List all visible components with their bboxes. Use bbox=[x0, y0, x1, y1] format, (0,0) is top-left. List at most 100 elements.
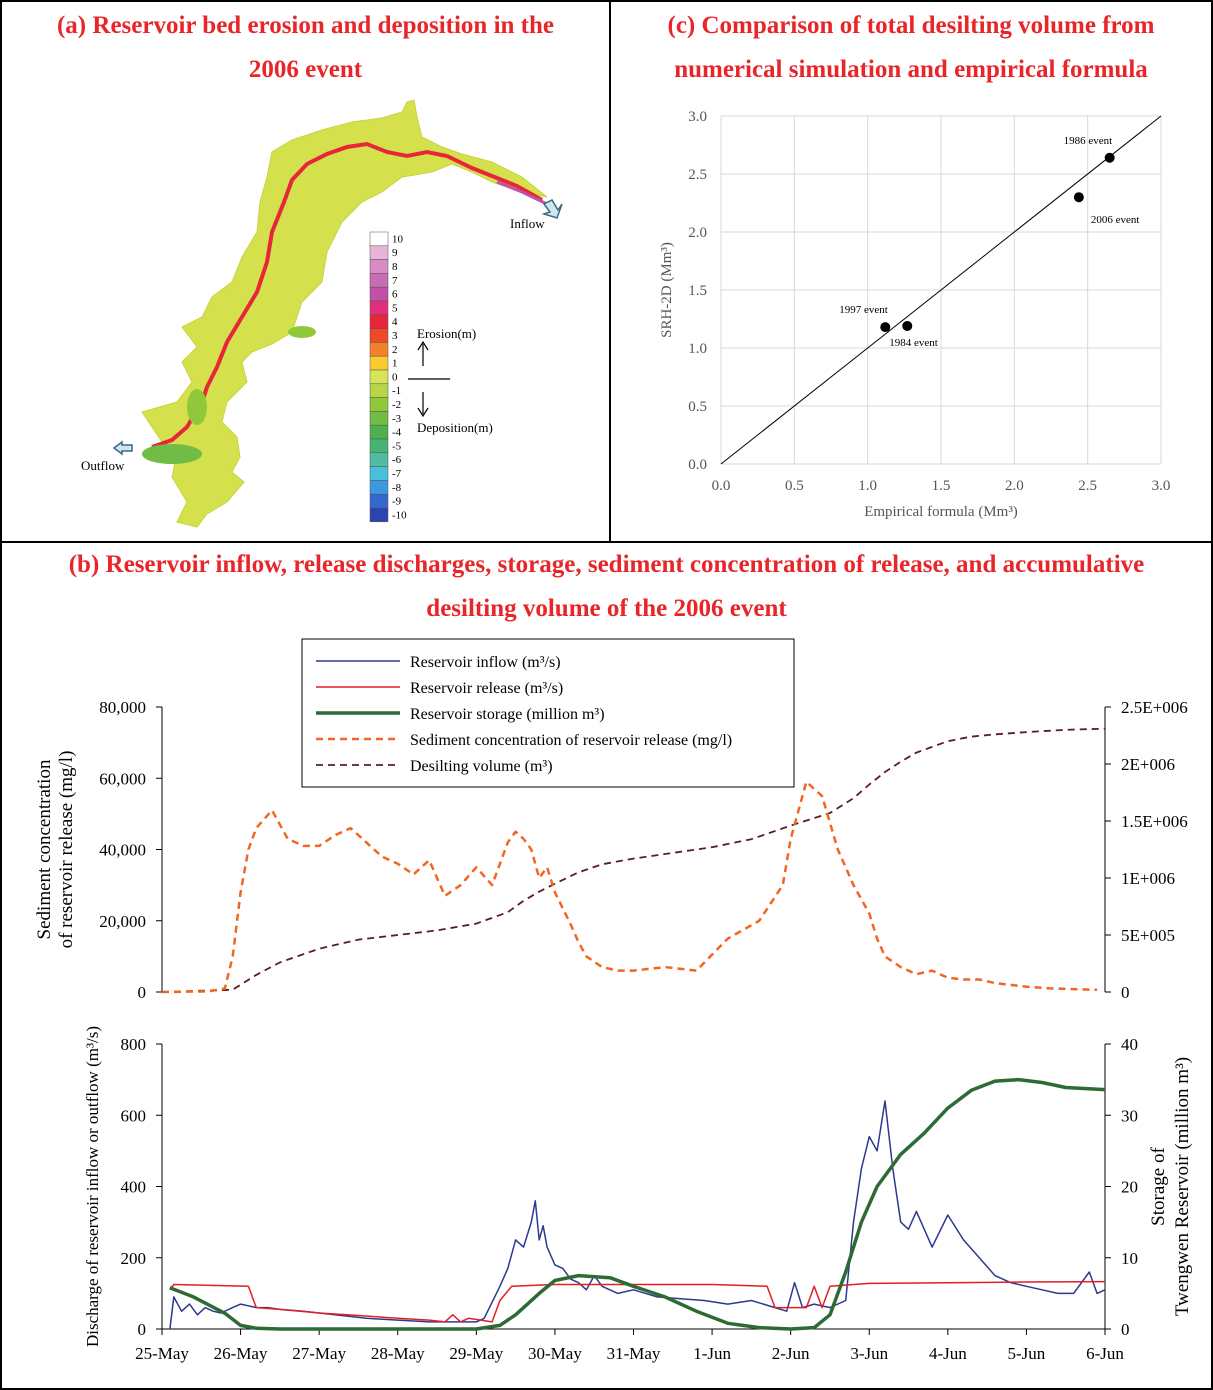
bottom-left-tick-label: 0 bbox=[138, 1320, 147, 1339]
bottom-left-tick-label: 800 bbox=[121, 1035, 147, 1054]
x-tick-label: 30-May bbox=[528, 1344, 582, 1363]
y-tick-label: 2.5 bbox=[688, 167, 707, 183]
colorbar-label: 7 bbox=[392, 275, 398, 287]
colorbar-swatch bbox=[369, 300, 389, 316]
x-tick-label: 1.5 bbox=[932, 478, 951, 494]
x-tick-label: 0.5 bbox=[785, 478, 804, 494]
x-tick-label: 6-Jun bbox=[1086, 1344, 1124, 1363]
colorbar-label: 6 bbox=[392, 289, 398, 301]
legend-label: Reservoir release (m³/s) bbox=[410, 680, 563, 697]
colorbar-swatch bbox=[369, 286, 389, 302]
bottom-right-tick-label: 30 bbox=[1121, 1106, 1138, 1125]
panel-a-title-line1: (a) Reservoir bed erosion and deposition… bbox=[56, 12, 555, 39]
point-label: 1997 event bbox=[839, 304, 888, 316]
point-label: 1986 event bbox=[1064, 135, 1113, 147]
bottom-y-axis-label: Discharge of reservoir inflow or outflow… bbox=[83, 1026, 102, 1347]
colorbar-label: 5 bbox=[392, 302, 398, 314]
erosion-label: Erosion(m) bbox=[417, 326, 476, 341]
colorbar-label: -3 bbox=[392, 413, 402, 425]
colorbar-swatch bbox=[369, 314, 389, 329]
inflow-label: Inflow bbox=[510, 216, 545, 231]
colorbar-swatch bbox=[369, 507, 389, 523]
x-tick-label: 4-Jun bbox=[929, 1344, 967, 1363]
panel-c-title-line1: (c) Comparison of total desilting volume… bbox=[667, 12, 1155, 39]
panel-a-title-line2: 2006 event bbox=[248, 56, 363, 83]
bottom-left-tick-label: 400 bbox=[121, 1178, 147, 1197]
deposition-patch bbox=[187, 389, 207, 425]
y-tick-label: 2.0 bbox=[688, 225, 707, 241]
colorbar-swatch bbox=[369, 397, 389, 412]
colorbar-swatch bbox=[369, 452, 389, 467]
top-left-tick-label: 60,000 bbox=[99, 769, 146, 788]
y-tick-label: 3.0 bbox=[688, 109, 707, 125]
bottom-left-tick-label: 600 bbox=[121, 1106, 147, 1125]
colorbar-swatch bbox=[369, 411, 389, 426]
one-to-one-line bbox=[720, 115, 1162, 465]
top-left-tick-label: 0 bbox=[138, 983, 147, 1002]
top-right-tick-label: 2E+006 bbox=[1121, 755, 1175, 774]
legend-label: Desilting volume (m³) bbox=[410, 758, 553, 775]
colorbar-label: 3 bbox=[392, 330, 398, 342]
colorbar-label: -4 bbox=[392, 427, 402, 439]
x-tick-label: 3.0 bbox=[1152, 478, 1171, 494]
erosion-channel bbox=[151, 141, 543, 449]
colorbar-swatch bbox=[369, 328, 389, 343]
colorbar-swatch bbox=[369, 438, 389, 454]
x-tick-label: 31-May bbox=[607, 1344, 661, 1363]
colorbar-label: -2 bbox=[392, 399, 401, 411]
panel-c: (c) Comparison of total desilting volume… bbox=[609, 0, 1213, 543]
top-y-axis-label-line2: of reservoir release (mg/l) bbox=[56, 751, 77, 949]
panel-b-title-line2: desilting volume of the 2006 event bbox=[426, 595, 787, 622]
colorbar-swatch bbox=[369, 259, 389, 274]
erosion-channel-fringe bbox=[496, 180, 548, 206]
legend: Reservoir inflow (m³/s) Reservoir release… bbox=[301, 638, 795, 788]
x-tick-label: 26-May bbox=[214, 1344, 268, 1363]
y-tick-label: 1.0 bbox=[688, 341, 707, 357]
inflow-arrow-icon bbox=[541, 199, 563, 219]
erosion-map: Inflow Outflow 10 9 8 7 65 4 3 2 10 -1 -2 -3 -4-5 -6 -… bbox=[81, 99, 563, 528]
deposition-label: Deposition(m) bbox=[417, 420, 493, 435]
reservoir-storage-line bbox=[169, 1077, 1106, 1331]
colorbar-label: 1 bbox=[392, 358, 398, 370]
y-tick-label: 0.5 bbox=[688, 399, 707, 415]
bottom-left-tick-label: 200 bbox=[121, 1249, 147, 1268]
x-axis-label: Empirical formula (Mm³) bbox=[864, 504, 1018, 520]
x-tick-label: 25-May bbox=[135, 1344, 189, 1363]
colorbar-label: -6 bbox=[392, 454, 402, 466]
x-tick-label: 29-May bbox=[449, 1344, 503, 1363]
x-tick-label: 2-Jun bbox=[772, 1344, 810, 1363]
top-left-tick-label: 80,000 bbox=[99, 698, 146, 717]
point-label: 1984 event bbox=[889, 337, 938, 349]
colorbar-swatch bbox=[369, 231, 389, 247]
bottom-right-tick-label: 0 bbox=[1121, 1320, 1130, 1339]
data-point bbox=[1073, 192, 1084, 203]
timeseries-chart: 0 20,000 40,000 60,000 80,000 0 5E+005 1E+006 1.… bbox=[34, 638, 1193, 1363]
colorbar-swatch bbox=[369, 342, 389, 357]
top-right-tick-label: 1.5E+006 bbox=[1121, 812, 1188, 831]
panel-c-title-line2: numerical simulation and empirical formu… bbox=[674, 56, 1148, 83]
colorbar-label: -1 bbox=[392, 385, 401, 397]
colorbar-swatch bbox=[369, 466, 389, 481]
deposition-patch bbox=[288, 326, 316, 338]
colorbar-label: 2 bbox=[392, 344, 398, 356]
sediment-concentration-line bbox=[161, 780, 1098, 994]
outflow-label: Outflow bbox=[81, 458, 125, 473]
colorbar-label: 10 bbox=[392, 233, 404, 245]
colorbar-label: -5 bbox=[392, 440, 402, 452]
colorbar-label: -9 bbox=[392, 496, 402, 508]
desilting-volume-line bbox=[161, 727, 1106, 993]
point-label: 2006 event bbox=[1091, 214, 1140, 226]
colorbar-label: -8 bbox=[392, 482, 402, 494]
x-tick-label: 3-Jun bbox=[850, 1344, 888, 1363]
reservoir-inflow-line bbox=[169, 1100, 1106, 1330]
colorbar-swatch bbox=[369, 424, 389, 440]
panel-b-title-line1: (b) Reservoir inflow, release discharges… bbox=[68, 551, 1145, 578]
top-right-tick-label: 2.5E+006 bbox=[1121, 698, 1188, 717]
top-right-tick-label: 1E+006 bbox=[1121, 869, 1175, 888]
colorbar-swatch bbox=[369, 493, 389, 509]
x-tick-label: 5-Jun bbox=[1008, 1344, 1046, 1363]
top-left-tick-label: 40,000 bbox=[99, 841, 146, 860]
reservoir-release-line bbox=[169, 1280, 1106, 1323]
colorbar-swatch bbox=[369, 355, 389, 371]
x-tick-label: 1.0 bbox=[858, 478, 877, 494]
